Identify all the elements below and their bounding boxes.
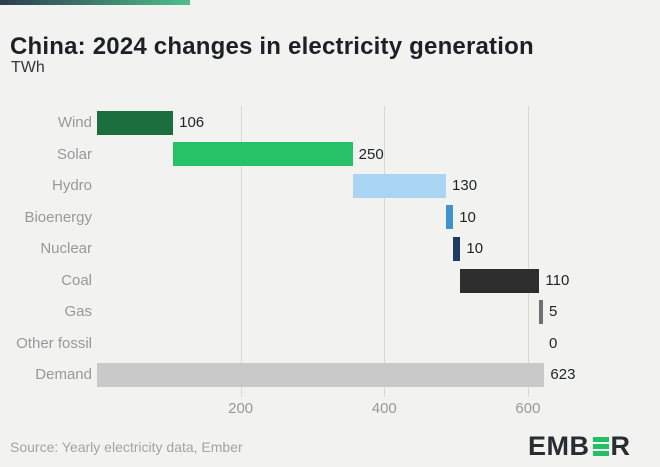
chart-unit-label: TWh [11, 59, 45, 76]
category-label-wind: Wind [57, 114, 92, 131]
x-tick-label: 200 [228, 400, 254, 417]
bar-coal [460, 268, 540, 293]
category-label-demand: Demand [35, 366, 92, 384]
category-label-bioenergy: Bioenergy [24, 208, 92, 226]
category-label-other-fossil: Other fossil [16, 334, 92, 352]
category-label-nuclear: Nuclear [40, 240, 92, 258]
gridline-x-200 [240, 106, 242, 397]
bar-bioenergy [446, 205, 454, 230]
ember-logo: EMB R [528, 431, 631, 461]
category-label-coal: Coal [61, 271, 92, 289]
value-label-gas: 5 [548, 303, 558, 321]
category-label-solar: Solar [56, 145, 92, 163]
gridline-x-600 [527, 106, 529, 397]
logo-text-right: R [610, 431, 631, 461]
logo-stylized-e-icon [592, 437, 609, 456]
bar-hydro [352, 173, 447, 198]
bar-wind [97, 110, 174, 135]
value-label-hydro: 130 [452, 177, 478, 195]
bar-gas [539, 300, 543, 325]
logo-text-left: EMB [528, 431, 590, 461]
source-attribution: Source: Yearly electricity data, Ember [10, 439, 243, 455]
chart-plot-area: 200 400 600 106 250 130 10 10 110 5 0 623 [97, 106, 650, 417]
gridline-x-400 [384, 106, 386, 397]
x-tick-label: 400 [371, 400, 397, 417]
category-label-hydro: Hydro [51, 177, 92, 195]
category-label-gas: Gas [64, 303, 92, 321]
value-label-wind: 106 [179, 114, 205, 131]
bar-nuclear [453, 236, 461, 261]
chart-title: China: 2024 changes in electricity gener… [10, 33, 534, 61]
brand-accent-bar [0, 0, 190, 5]
value-label-solar: 250 [358, 145, 384, 163]
bar-solar [173, 142, 353, 167]
x-tick-label: 600 [515, 400, 541, 417]
bar-demand [97, 363, 545, 388]
value-label-nuclear: 10 [466, 240, 484, 258]
value-label-other-fossil: 0 [548, 334, 558, 352]
value-label-coal: 110 [545, 271, 570, 289]
value-label-bioenergy: 10 [459, 208, 476, 226]
category-axis-labels: Wind Solar Hydro Bioenergy Nuclear Coal Gas Oth… [0, 107, 92, 391]
value-label-demand: 623 [550, 366, 576, 384]
